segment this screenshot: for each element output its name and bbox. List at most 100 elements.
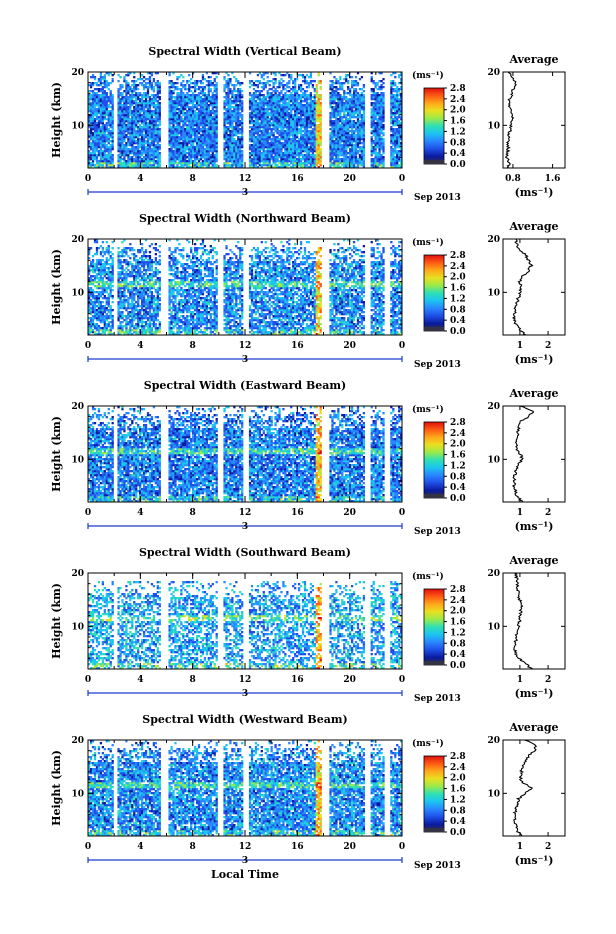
heatmap-cell — [145, 156, 147, 158]
heatmap-cell — [155, 120, 157, 122]
heatmap-cell — [182, 138, 184, 140]
heatmap-cell — [168, 96, 170, 98]
heatmap-cell — [127, 160, 129, 162]
heatmap-cell — [112, 126, 114, 128]
heatmap-cell — [145, 136, 147, 138]
heatmap-cell — [153, 142, 155, 144]
heatmap-cell — [133, 138, 135, 140]
heatmap-cell — [143, 122, 145, 124]
heatmap-cell — [123, 126, 125, 128]
heatmap-cell — [151, 138, 153, 140]
heatmap-cell — [117, 126, 119, 128]
heatmap-cell — [102, 134, 104, 136]
heatmap-cell — [145, 130, 147, 132]
heatmap-cell — [100, 152, 102, 154]
heatmap-cell — [100, 82, 102, 84]
heatmap-cell — [188, 100, 190, 102]
heatmap-cell — [135, 102, 137, 104]
heatmap-cell — [131, 146, 133, 148]
heatmap-cell — [149, 138, 151, 140]
heatmap-cell — [174, 112, 176, 114]
heatmap-cell — [149, 144, 151, 146]
heatmap-cell — [176, 98, 178, 100]
heatmap-cell — [131, 118, 133, 120]
heatmap-cell — [131, 156, 133, 158]
heatmap-cell — [112, 102, 114, 104]
heatmap-cell — [188, 152, 190, 154]
heatmap-cell — [117, 92, 119, 94]
heatmap-cell — [174, 144, 176, 146]
heatmap-cell — [100, 100, 102, 102]
heatmap-cell — [137, 96, 139, 98]
heatmap-cell — [141, 74, 143, 76]
heatmap-cell — [106, 160, 108, 162]
heatmap-cell — [117, 164, 119, 166]
heatmap-cell — [96, 158, 98, 160]
heatmap-cell — [106, 140, 108, 142]
heatmap-cell — [157, 114, 159, 116]
heatmap-cell — [106, 82, 108, 84]
heatmap-cell — [112, 96, 114, 98]
heatmap-cell — [98, 102, 100, 104]
heatmap-cell — [96, 142, 98, 144]
heatmap-cell — [149, 118, 151, 120]
heatmap-cell — [159, 140, 161, 142]
heatmap-cell — [117, 144, 119, 146]
heatmap-cell — [170, 106, 172, 108]
heatmap-cell — [133, 88, 135, 90]
heatmap-cell — [110, 114, 112, 116]
heatmap-cell — [149, 122, 151, 124]
heatmap-cell — [172, 162, 174, 164]
heatmap-cell — [112, 154, 114, 156]
heatmap-cell — [192, 94, 194, 96]
heatmap-cell — [125, 146, 127, 148]
heatmap-cell — [184, 144, 186, 146]
heatmap-cell — [94, 132, 96, 134]
heatmap-cell — [133, 118, 135, 120]
heatmap-cell — [96, 110, 98, 112]
heatmap-cell — [125, 116, 127, 118]
heatmap-cell — [159, 108, 161, 110]
heatmap-cell — [149, 78, 151, 80]
heatmap-cell — [147, 110, 149, 112]
heatmap-cell — [180, 96, 182, 98]
heatmap-cell — [143, 108, 145, 110]
heatmap-cell — [190, 116, 192, 118]
heatmap-cell — [96, 162, 98, 164]
heatmap-cell — [182, 122, 184, 124]
heatmap-cell — [96, 92, 98, 94]
heatmap-cell — [192, 132, 194, 134]
heatmap-cell — [119, 150, 121, 152]
heatmap-cell — [139, 130, 141, 132]
heatmap-cell — [184, 146, 186, 148]
heatmap-cell — [170, 114, 172, 116]
heatmap-cell — [131, 126, 133, 128]
heatmap-cell — [90, 154, 92, 156]
heatmap-cell — [149, 112, 151, 114]
heatmap-cell — [100, 88, 102, 90]
heatmap-cell — [178, 114, 180, 116]
heatmap-cell — [190, 128, 192, 130]
heatmap-cell — [153, 96, 155, 98]
heatmap-cell — [121, 118, 123, 120]
heatmap-cell — [133, 116, 135, 118]
heatmap-cell — [112, 158, 114, 160]
heatmap-cell — [139, 156, 141, 158]
heatmap-cell — [182, 118, 184, 120]
heatmap-cell — [186, 126, 188, 128]
heatmap-cell — [139, 116, 141, 118]
heatmap-cell — [98, 128, 100, 130]
heatmap-cell — [188, 88, 190, 90]
heatmap-cell — [104, 76, 106, 78]
heatmap-cell — [102, 100, 104, 102]
heatmap-cell — [119, 136, 121, 138]
heatmap-cell — [90, 116, 92, 118]
heatmap-cell — [153, 144, 155, 146]
heatmap-cell — [186, 134, 188, 136]
heatmap-cell — [155, 132, 157, 134]
heatmap-cell — [125, 164, 127, 166]
heatmap-cell — [123, 106, 125, 108]
heatmap-cell — [182, 154, 184, 156]
heatmap-cell — [119, 84, 121, 86]
heatmap-cell — [121, 92, 123, 94]
